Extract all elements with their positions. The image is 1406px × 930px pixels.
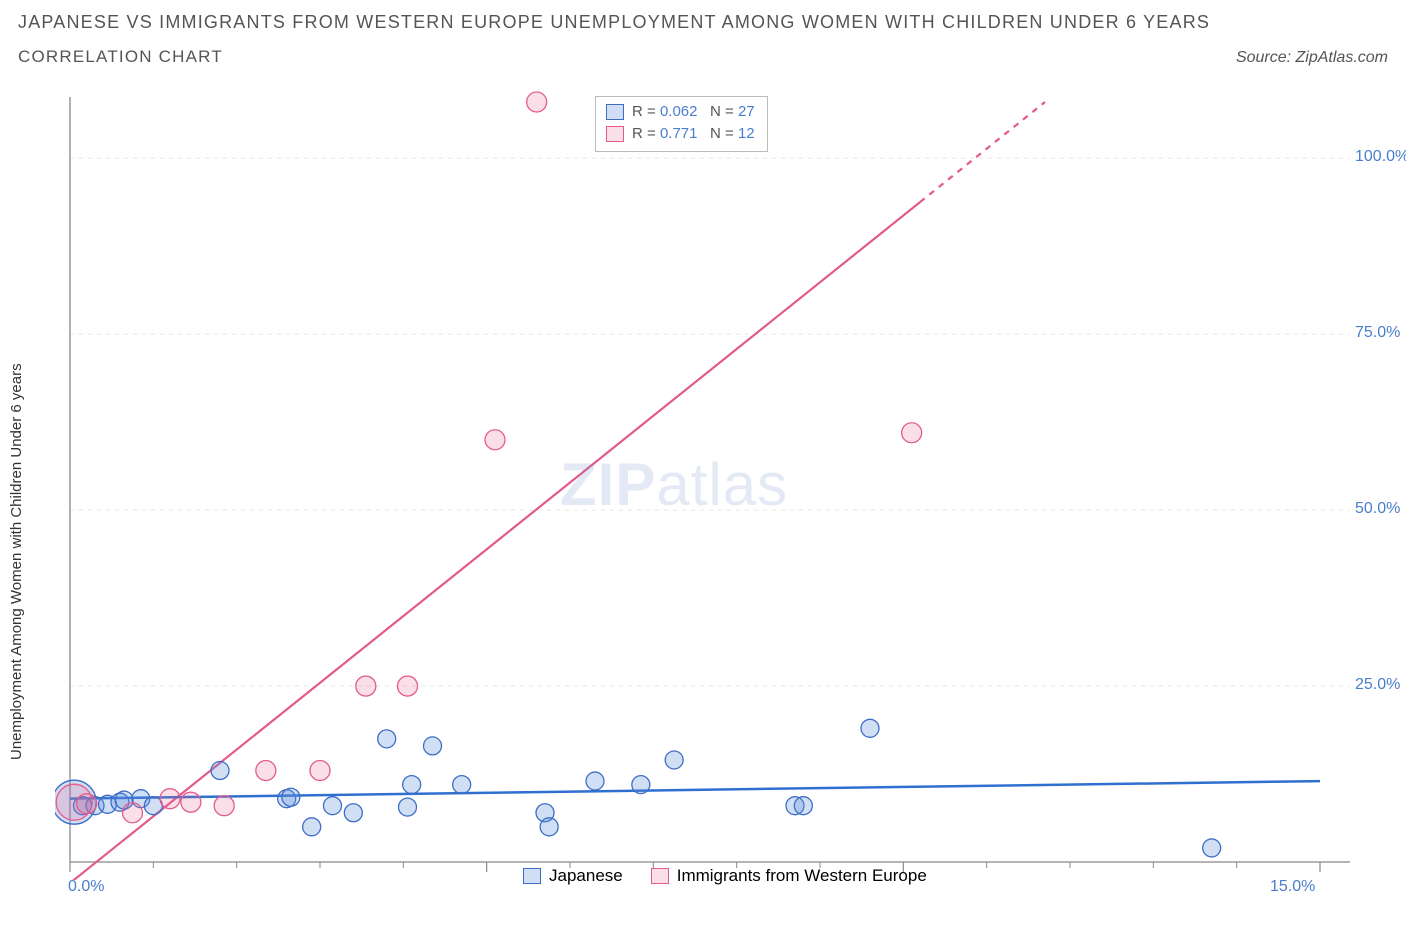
legend-label: Japanese bbox=[549, 866, 623, 886]
legend-swatch bbox=[523, 868, 541, 884]
legend-item: Japanese bbox=[523, 866, 623, 886]
chart-title-line1: JAPANESE VS IMMIGRANTS FROM WESTERN EURO… bbox=[18, 12, 1388, 33]
y-tick-label: 25.0% bbox=[1355, 676, 1400, 694]
watermark: ZIPatlas bbox=[560, 450, 788, 519]
scatter-chart: ZIPatlas R = 0.062 N = 27R = 0.771 N = 1… bbox=[55, 90, 1385, 880]
chart-title-line2: CORRELATION CHART bbox=[18, 47, 223, 67]
legend-swatch bbox=[651, 868, 669, 884]
legend-swatch bbox=[606, 126, 624, 142]
y-axis-label: Unemployment Among Women with Children U… bbox=[8, 363, 25, 760]
x-tick-label: 15.0% bbox=[1270, 878, 1315, 896]
y-tick-label: 100.0% bbox=[1355, 148, 1406, 166]
correlation-stats-box: R = 0.062 N = 27R = 0.771 N = 12 bbox=[595, 96, 768, 152]
legend-label: Immigrants from Western Europe bbox=[677, 866, 927, 886]
stats-row: R = 0.062 N = 27 bbox=[606, 101, 755, 123]
chart-header: JAPANESE VS IMMIGRANTS FROM WESTERN EURO… bbox=[18, 12, 1388, 67]
legend-item: Immigrants from Western Europe bbox=[651, 866, 927, 886]
y-tick-label: 50.0% bbox=[1355, 500, 1400, 518]
y-tick-label: 75.0% bbox=[1355, 324, 1400, 342]
stats-row: R = 0.771 N = 12 bbox=[606, 123, 755, 145]
source-label: Source: ZipAtlas.com bbox=[1236, 49, 1388, 67]
series-legend: Japanese Immigrants from Western Europe bbox=[523, 866, 927, 886]
legend-swatch bbox=[606, 104, 624, 120]
x-tick-label: 0.0% bbox=[68, 878, 104, 896]
